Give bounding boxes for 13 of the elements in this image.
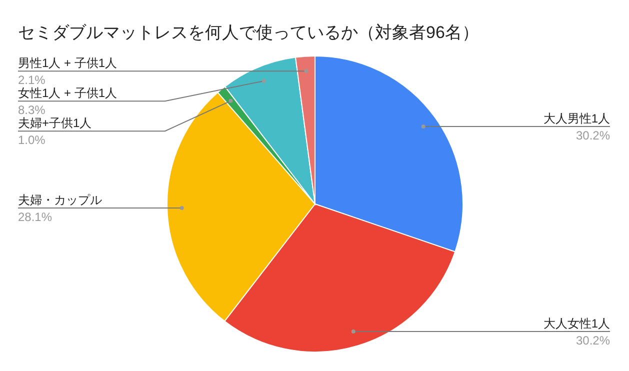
slice-label: 大人男性1人 [543, 111, 610, 126]
data-label: 28.1% [18, 210, 52, 224]
slice-label: 男性1人 + 子供1人 [18, 56, 118, 70]
data-label: 2.1% [18, 73, 46, 88]
data-label: 8.3% [18, 103, 46, 118]
data-label: 30.2% [576, 128, 610, 142]
slice-label: 夫婦・カップル [18, 192, 102, 207]
slice-label: 大人女性1人 [543, 316, 610, 331]
data-label: 30.2% [576, 334, 610, 348]
slice-label: 女性1人 + 子供1人 [18, 86, 118, 100]
slice-label: 夫婦+子供1人 [18, 116, 92, 130]
chart-title: セミダブルマットレスを何人で使っているか（対象者96名） [18, 23, 479, 42]
data-label: 1.0% [18, 133, 46, 148]
